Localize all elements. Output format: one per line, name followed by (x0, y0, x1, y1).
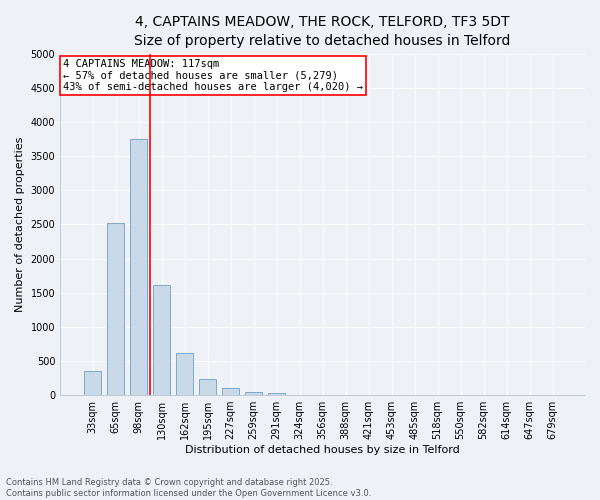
Bar (176, 353, 193, 395)
Bar (84, 371, 101, 395)
Text: Contains HM Land Registry data © Crown copyright and database right 2025.
Contai: Contains HM Land Registry data © Crown c… (6, 478, 371, 498)
Bar (107, 223, 124, 395)
Bar (245, 392, 262, 395)
Title: 4, CAPTAINS MEADOW, THE ROCK, TELFORD, TF3 5DT
Size of property relative to deta: 4, CAPTAINS MEADOW, THE ROCK, TELFORD, T… (134, 15, 511, 48)
Bar (222, 388, 239, 395)
Bar (130, 139, 147, 395)
Y-axis label: Number of detached properties: Number of detached properties (15, 137, 25, 312)
X-axis label: Distribution of detached houses by size in Telford: Distribution of detached houses by size … (185, 445, 460, 455)
Text: 4 CAPTAINS MEADOW: 117sqm
← 57% of detached houses are smaller (5,279)
43% of se: 4 CAPTAINS MEADOW: 117sqm ← 57% of detac… (63, 59, 363, 92)
Bar (199, 378, 216, 395)
Bar (153, 284, 170, 395)
Bar (268, 394, 285, 395)
